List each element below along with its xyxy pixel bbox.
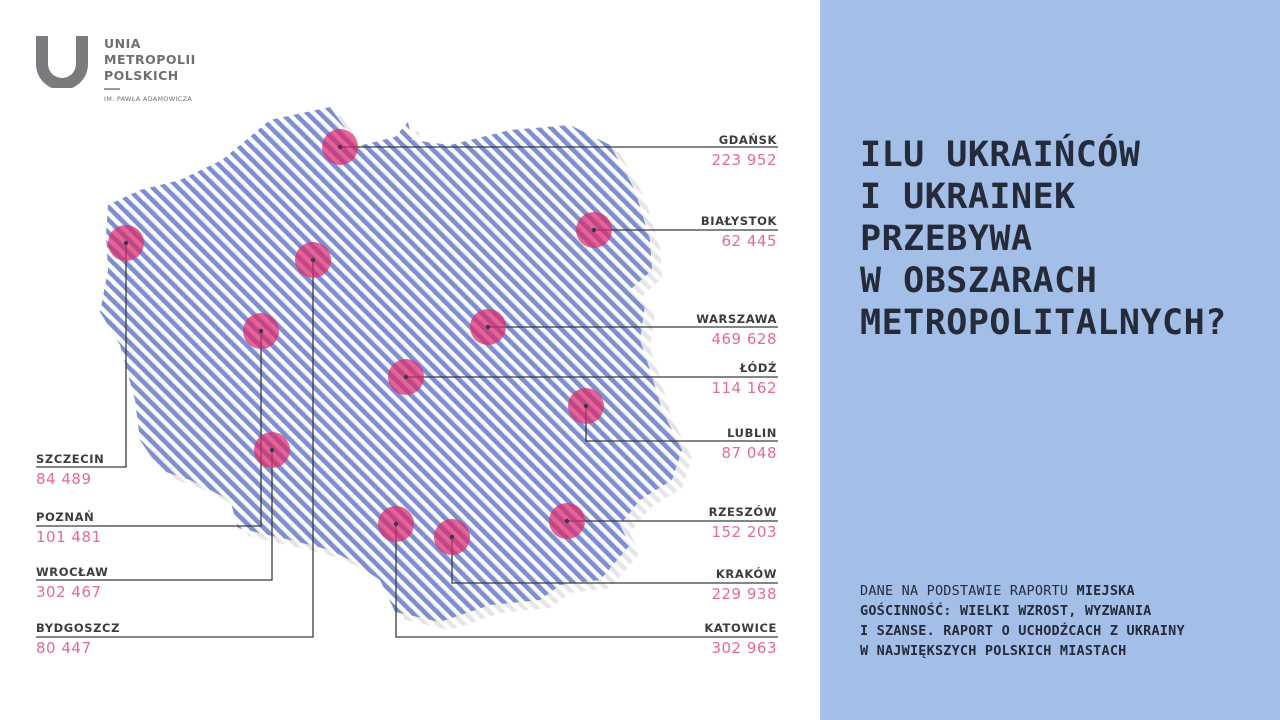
- logo-wordmark: UNIA METROPOLII POLSKICH: [104, 36, 234, 84]
- headline-line-4: W OBSZARACH: [860, 261, 1098, 301]
- city-value: 469 628: [711, 330, 777, 348]
- source-report-title: MIEJSKA: [1076, 583, 1135, 599]
- headline-line-1: ILU UKRAIŃCÓW: [860, 135, 1141, 175]
- city-name: POZNAŃ: [36, 510, 95, 524]
- city-value: 84 489: [36, 470, 92, 488]
- leader-szczecin: [36, 243, 127, 468]
- logo-line-3: POLSKICH: [104, 68, 179, 83]
- city-name: GDAŃSK: [718, 133, 777, 147]
- city-label-lublin: LUBLIN 87 048: [722, 426, 778, 462]
- city-value: 302 467: [36, 583, 102, 601]
- city-name: BYDGOSZCZ: [36, 621, 121, 635]
- city-label-warszawa: WARSZAWA 469 628: [696, 312, 777, 348]
- city-value: 87 048: [721, 444, 777, 462]
- leader-katowice: [395, 524, 778, 638]
- source-line-2: GOŚCINNOŚĆ: WIELKI WZROST, WYZWANIA: [860, 603, 1152, 619]
- city-name: WARSZAWA: [696, 312, 777, 326]
- city-label-bydgoszcz: BYDGOSZCZ 80 447: [36, 621, 120, 657]
- logo-line-2: METROPOLII: [104, 52, 196, 67]
- city-label-poznan: POZNAŃ 101 481: [36, 510, 102, 546]
- poland-outline: [100, 107, 682, 622]
- city-name: ŁÓDŹ: [739, 361, 777, 375]
- headline: ILU UKRAIŃCÓW I UKRAINEK PRZEBYWA W OBSZ…: [860, 134, 1260, 344]
- source-text: DANE NA PODSTAWIE RAPORTU: [860, 583, 1077, 599]
- city-label-wroclaw: WROCŁAW 302 467: [36, 565, 108, 601]
- city-label-lodz: ŁÓDŹ 114 162: [711, 361, 777, 397]
- city-name: BIAŁYSTOK: [700, 214, 777, 228]
- city-value: 152 203: [711, 523, 777, 541]
- logo-subtitle: IM. PAWŁA ADAMOWICZA: [104, 95, 193, 103]
- source-line-4: W NAJWIĘKSZYCH POLSKICH MIASTACH: [860, 643, 1127, 659]
- logo-divider: [104, 88, 120, 90]
- headline-line-2: I UKRAINEK: [860, 177, 1076, 217]
- city-name: KRAKÓW: [715, 567, 777, 581]
- poland-map: [36, 107, 778, 638]
- source-line-3: I SZANSE. RAPORT O UCHODŹCACH Z UKRAINY: [860, 623, 1185, 639]
- map-panel: UNIA METROPOLII POLSKICH IM. PAWŁA ADAMO…: [36, 36, 778, 657]
- logo-line-1: UNIA: [104, 36, 141, 51]
- title-panel: [820, 0, 1280, 720]
- city-name: LUBLIN: [727, 426, 777, 440]
- city-value: 101 481: [36, 528, 102, 546]
- leader-bydgoszcz: [36, 260, 314, 638]
- city-name: WROCŁAW: [36, 565, 109, 579]
- headline-line-3: PRZEBYWA: [860, 219, 1033, 259]
- leader-wroclaw: [36, 450, 273, 581]
- city-name: RZESZÓW: [708, 505, 777, 519]
- source-note: DANE NA PODSTAWIE RAPORTU MIEJSKA GOŚCIN…: [860, 581, 1260, 661]
- city-value: 80 447: [36, 639, 92, 657]
- city-label-szczecin: SZCZECIN 84 489: [36, 452, 104, 488]
- city-label-bialystok: BIAŁYSTOK 62 445: [701, 214, 777, 250]
- city-value: 114 162: [711, 379, 777, 397]
- city-name: KATOWICE: [704, 621, 777, 635]
- leader-poznan: [36, 331, 262, 527]
- city-name: SZCZECIN: [36, 452, 105, 466]
- city-label-krakow: KRAKÓW 229 938: [711, 567, 777, 603]
- city-label-gdansk: GDAŃSK 223 952: [711, 133, 777, 169]
- source-line-1: DANE NA PODSTAWIE RAPORTU MIEJSKA: [860, 581, 1260, 601]
- city-label-katowice: KATOWICE 302 963: [704, 621, 777, 657]
- city-value: 229 938: [711, 585, 777, 603]
- city-value: 62 445: [721, 232, 777, 250]
- u-letter-logo-icon: [36, 36, 88, 88]
- city-label-rzeszow: RZESZÓW 152 203: [709, 505, 777, 541]
- headline-line-5: METROPOLITALNYCH?: [860, 303, 1227, 343]
- city-value: 302 963: [711, 639, 777, 657]
- city-value: 223 952: [711, 151, 777, 169]
